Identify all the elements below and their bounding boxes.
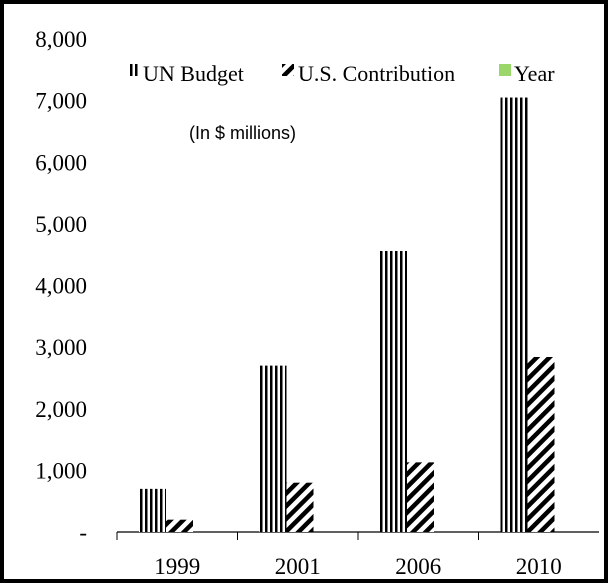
y-tick-label: 5,000	[35, 212, 87, 237]
bar-un-budget	[380, 251, 407, 532]
units-note: (In $ millions)	[189, 123, 296, 143]
x-tick-label: 2006	[395, 554, 441, 579]
bar-un-budget	[260, 366, 287, 532]
legend-swatch-us-contribution	[282, 64, 294, 76]
y-tick-label: 7,000	[35, 89, 87, 114]
y-tick-label: 3,000	[35, 335, 87, 360]
legend-label-us-contribution: U.S. Contribution	[298, 61, 455, 86]
y-axis-ticks: - 1,000 2,000 3,000 4,000 5,000 6,000 7,000 8,00…	[35, 27, 87, 545]
legend-label-year: Year	[514, 61, 555, 86]
y-tick-label: 1,000	[35, 458, 87, 483]
bar-un-budget	[501, 98, 528, 532]
bar-us-contribution	[166, 520, 193, 532]
y-tick-label: 8,000	[35, 27, 87, 52]
legend-swatch-un-budget	[128, 64, 140, 76]
y-tick-label: 6,000	[35, 150, 87, 175]
x-axis-ticks: 1999 2001 2006 2010	[117, 532, 562, 579]
bar-us-contribution	[528, 357, 555, 532]
y-tick-label: 4,000	[35, 274, 87, 299]
bars	[139, 98, 555, 532]
bar-un-budget	[139, 489, 166, 532]
y-tick-label: 2,000	[35, 397, 87, 422]
legend-swatch-year	[499, 64, 511, 76]
bar-us-contribution	[407, 462, 434, 532]
x-tick-label: 2010	[516, 554, 562, 579]
bar-us-contribution	[287, 483, 314, 532]
legend: UN Budget U.S. Contribution Year	[128, 61, 555, 86]
x-tick-label: 1999	[154, 554, 200, 579]
legend-label-un-budget: UN Budget	[143, 61, 244, 86]
y-tick-label: -	[79, 520, 87, 545]
x-tick-label: 2001	[275, 554, 321, 579]
